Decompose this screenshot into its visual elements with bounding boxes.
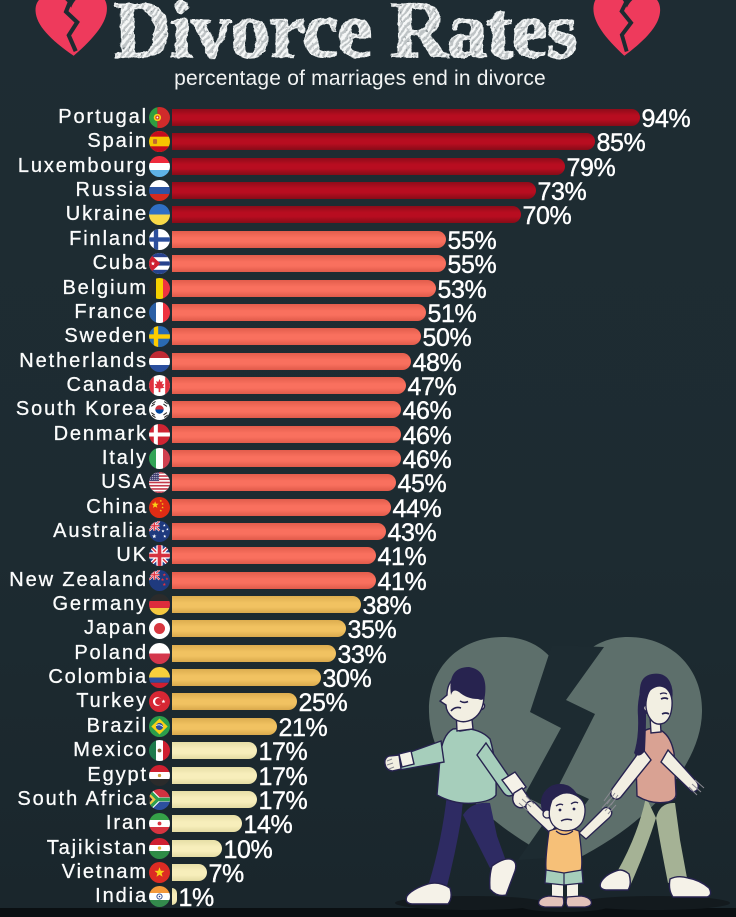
svg-text:Divorce Rates: Divorce Rates: [113, 0, 576, 75]
